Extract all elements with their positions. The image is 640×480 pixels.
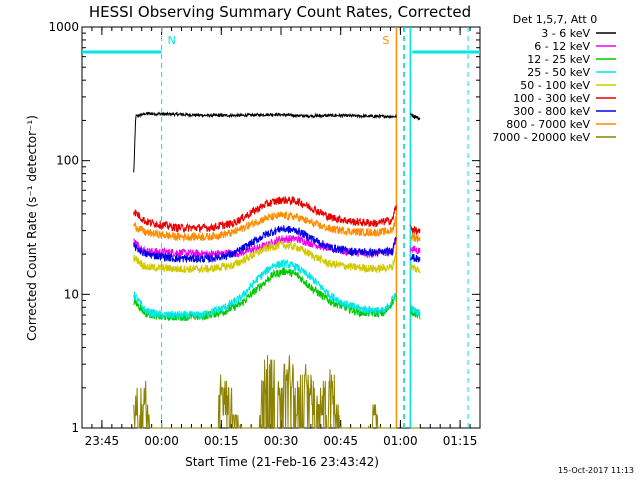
y-axis-label: Corrected Count Rate (s⁻¹ detector⁻¹) [25,115,39,341]
series-line [133,111,421,173]
legend-label: 6 - 12 keV [534,40,590,53]
series-line [133,267,421,322]
x-tick-label: 00:30 [264,434,299,448]
generation-timestamp: 15-Oct-2017 11:13 [558,466,634,475]
x-axis-label: Start Time (21-Feb-16 23:43:42) [185,455,379,469]
x-tick-label: 01:00 [383,434,418,448]
annotation-N: N [168,34,176,47]
legend-label: 50 - 100 keV [520,79,590,92]
y-tick-label: 1 [71,421,79,435]
series-line [133,225,421,264]
legend-label: 25 - 50 keV [527,66,590,79]
y-tick-label: 100 [56,154,79,168]
series-line [133,196,421,235]
annotation-S: S [382,34,389,47]
legend-label: 100 - 300 keV [513,92,590,105]
legend-label: 7000 - 20000 keV [492,131,590,144]
series-line [133,258,421,320]
x-tick-label: 00:00 [144,434,179,448]
legend-header: Det 1,5,7, Att 0 [513,13,597,26]
series-line [133,210,421,243]
legend-label: 800 - 7000 keV [506,118,590,131]
chart-title: HESSI Observing Summary Count Rates, Cor… [89,3,471,21]
legend-label: 300 - 800 keV [513,105,590,118]
series-line [133,355,420,429]
y-tick-label: 1000 [48,20,79,34]
legend-label: 3 - 6 keV [541,27,590,40]
x-tick-label: 01:15 [443,434,478,448]
series-line [133,241,421,274]
x-tick-label: 00:15 [204,434,239,448]
legend-label: 12 - 25 keV [527,53,590,66]
y-tick-label: 10 [64,287,79,301]
x-tick-label: 00:45 [323,434,358,448]
x-tick-label: 23:45 [85,434,120,448]
